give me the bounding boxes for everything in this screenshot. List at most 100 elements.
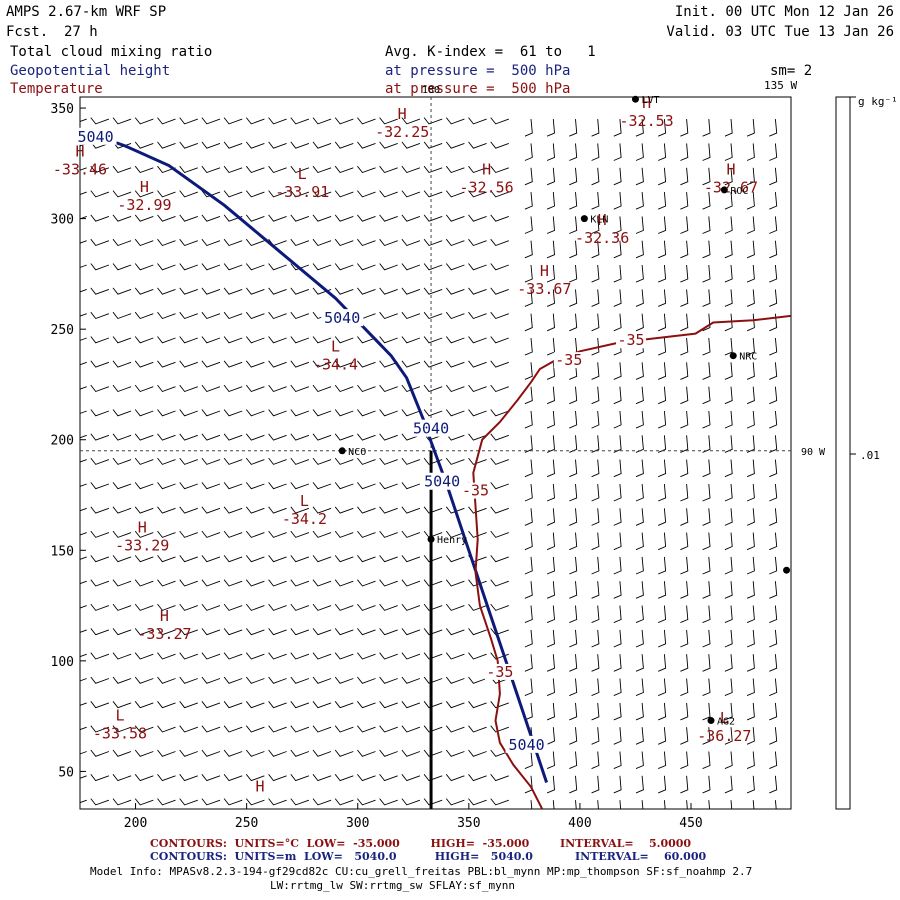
wind-barb: [468, 384, 487, 393]
wind-barb: [268, 214, 287, 222]
wind-barb: [490, 774, 509, 782]
corner-longitude-label: 135 W: [764, 79, 798, 92]
wind-barb: [201, 287, 221, 295]
height-contour-label: 5040: [324, 309, 360, 327]
wind-barb: [312, 409, 332, 417]
wind-barb: [201, 214, 221, 222]
wind-barb: [658, 678, 667, 697]
wind-barb: [245, 165, 265, 174]
wind-barb: [769, 216, 778, 234]
wind-barb: [746, 337, 755, 356]
wind-barb: [658, 240, 667, 259]
wind-barb: [680, 313, 689, 332]
wind-barb: [80, 313, 87, 317]
wind-barb: [245, 238, 265, 247]
model-physics: LW:rrtmg_lw SW:rrtmg_sw SFLAY:sf_mynn: [270, 879, 516, 892]
wind-barb: [724, 654, 733, 672]
wind-barb: [268, 749, 287, 757]
wind-barb: [680, 483, 689, 502]
wind-barb: [423, 555, 443, 563]
wind-barb: [445, 457, 465, 465]
wind-barb: [90, 603, 110, 611]
wind-barb: [702, 775, 711, 794]
wind-barb: [613, 581, 622, 599]
wind-barb: [401, 165, 421, 174]
wind-barb: [591, 775, 600, 794]
wind-barb: [769, 532, 778, 551]
extremum-value: -34.4: [313, 355, 358, 373]
wind-barb: [179, 749, 198, 757]
wind-barb: [268, 263, 287, 271]
wind-barb: [635, 192, 644, 210]
wind-barb: [702, 605, 711, 624]
wind-barb: [702, 313, 711, 332]
wind-barb: [80, 167, 87, 171]
low-marker: L: [720, 709, 729, 727]
wind-barb: [423, 311, 443, 320]
wind-barb: [769, 143, 778, 161]
wind-barb: [334, 555, 354, 563]
wind-barb: [179, 628, 198, 636]
wind-barb: [268, 287, 287, 295]
wind-barb: [268, 457, 287, 465]
wind-barb: [746, 435, 755, 453]
wind-barb: [90, 482, 110, 490]
field-cloud-mixing: Total cloud mixing ratio: [10, 44, 213, 60]
wind-barb: [312, 238, 332, 247]
wind-barb-field: [80, 117, 778, 809]
extremum-value: -32.36: [575, 229, 629, 247]
extremum-value: -33.67: [517, 280, 571, 298]
wind-barb: [680, 459, 689, 478]
wind-barb: [312, 530, 332, 538]
wind-barb: [423, 287, 443, 295]
wind-barb: [179, 676, 198, 684]
temperature-contour-info: CONTOURS: UNITS=°C LOW= -35.000 HIGH= -3…: [150, 837, 692, 850]
wind-barb: [445, 311, 465, 320]
wind-barb: [658, 532, 667, 551]
wind-barb: [201, 117, 221, 125]
wind-barb: [468, 360, 487, 368]
wind-barb: [769, 702, 778, 721]
extremum-value: -32.53: [619, 112, 673, 130]
wind-barb: [179, 190, 198, 198]
wind-barb: [134, 725, 154, 733]
wind-barb: [80, 629, 87, 633]
wind-barb: [724, 410, 733, 429]
wind-barb: [157, 482, 176, 490]
wind-barb: [468, 165, 487, 174]
wind-barb: [746, 678, 755, 697]
pressure-level-height: at pressure = 500 hPa: [385, 63, 571, 79]
wind-barb: [90, 311, 110, 320]
wind-barb: [468, 409, 487, 417]
wind-barb: [379, 701, 398, 709]
wind-barb: [613, 143, 622, 161]
wind-barb: [379, 141, 398, 149]
wind-barb: [357, 214, 376, 222]
station-label: LVT: [641, 95, 659, 106]
wind-barb: [157, 165, 176, 174]
wind-barb: [334, 749, 354, 757]
wind-barb: [401, 336, 421, 344]
wind-barb: [90, 579, 110, 587]
wind-barb: [223, 141, 243, 149]
wind-barb: [635, 143, 644, 161]
wind-barb: [524, 581, 533, 599]
wind-barb: [357, 457, 376, 465]
wind-barb: [223, 579, 243, 587]
station-label: NRC: [739, 352, 757, 363]
wind-barb: [680, 362, 689, 380]
wind-barb: [591, 216, 600, 234]
wind-barb: [201, 165, 221, 174]
extremum-value: -33.91: [275, 183, 329, 201]
x-tick-label: 400: [568, 816, 591, 831]
wind-barb: [268, 311, 287, 320]
wind-barb: [201, 652, 221, 660]
contour-label-bg: [616, 332, 647, 349]
wind-barb: [268, 433, 287, 441]
wind-barb: [90, 263, 110, 271]
wind-barb: [724, 775, 733, 794]
wind-barb: [312, 190, 332, 198]
high-marker: H: [398, 105, 407, 123]
wind-barb: [546, 167, 555, 186]
wind-barb: [223, 117, 243, 125]
